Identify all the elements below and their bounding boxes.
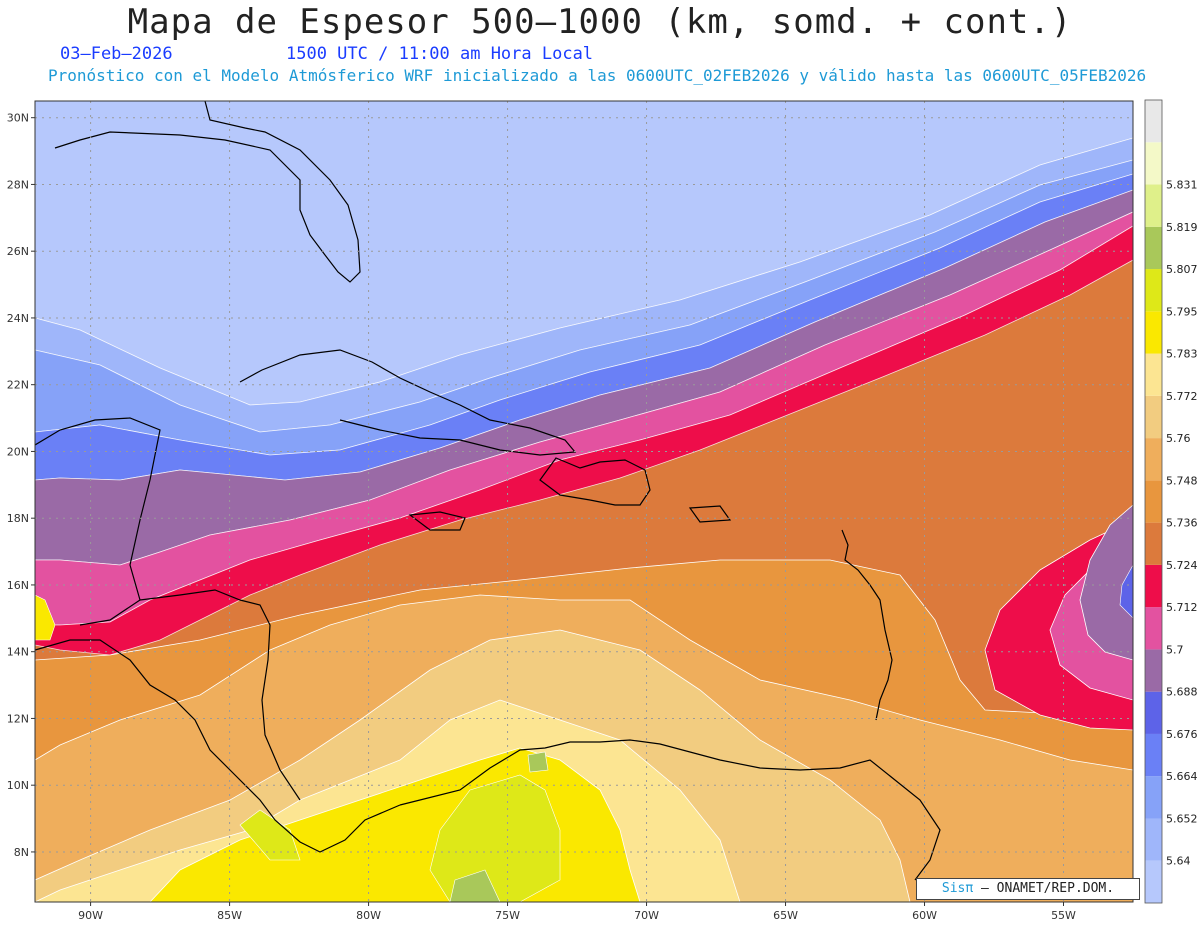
colorbar-frame xyxy=(1144,99,1163,904)
colorbar-label: 5.688 xyxy=(1166,686,1198,699)
gridlines xyxy=(35,101,1133,902)
colorbar-label: 5.736 xyxy=(1166,517,1198,530)
lat-label: 16N xyxy=(7,579,29,592)
coastline xyxy=(688,505,732,523)
lat-label: 30N xyxy=(7,112,29,125)
forecast-info: Pronóstico con el Modelo Atmósferico WRF… xyxy=(48,66,1147,85)
colorbar-swatch xyxy=(1145,733,1162,777)
coastline xyxy=(139,589,301,801)
colorbar-swatch xyxy=(1145,691,1162,734)
coastline xyxy=(35,639,401,853)
coastlines xyxy=(35,101,941,881)
colorbar-label: 5.831 xyxy=(1166,179,1198,192)
colorbar-swatch xyxy=(1145,522,1162,565)
colorbar-swatch xyxy=(1145,100,1162,143)
thickness-band xyxy=(449,751,549,902)
credit-text: – ONAMET/REP.DOM. xyxy=(973,881,1115,896)
colorbar-label: 5.676 xyxy=(1166,728,1198,741)
colorbar-label: 5.783 xyxy=(1166,348,1198,361)
colorbar-swatch xyxy=(1145,226,1162,270)
colorbar-label: 5.652 xyxy=(1166,812,1198,825)
colorbar-label: 5.724 xyxy=(1166,559,1198,572)
lat-label: 26N xyxy=(7,245,29,258)
coastline xyxy=(841,529,893,721)
colorbar-swatch xyxy=(1145,395,1162,439)
colorbar-label: 5.772 xyxy=(1166,390,1198,403)
lat-label: 10N xyxy=(7,779,29,792)
coastline xyxy=(399,739,941,881)
coastline xyxy=(539,457,651,506)
colorbar-label: 5.795 xyxy=(1166,305,1198,318)
lon-label: 70W xyxy=(634,909,659,922)
lat-label: 20N xyxy=(7,445,29,458)
colorbar-label: 5.748 xyxy=(1166,474,1198,487)
colorbar-swatch xyxy=(1145,269,1162,312)
colorbar-label: 5.807 xyxy=(1166,263,1198,276)
lat-label: 8N xyxy=(14,846,29,859)
lat-label: 18N xyxy=(7,512,29,525)
lon-label: 75W xyxy=(495,909,520,922)
colorbar-swatch xyxy=(1145,564,1162,608)
coastline xyxy=(35,417,161,626)
map-area xyxy=(35,101,1133,902)
colorbar-swatch xyxy=(1145,184,1162,227)
valid-time: 1500 UTC / 11:00 am Hora Local xyxy=(286,44,594,64)
lon-label: 65W xyxy=(773,909,798,922)
lat-label: 28N xyxy=(7,178,29,191)
coastline xyxy=(239,349,577,456)
coastline xyxy=(54,101,361,283)
lat-label: 12N xyxy=(7,712,29,725)
colorbar-swatch xyxy=(1145,860,1162,903)
colorbar-label: 5.7 xyxy=(1166,643,1184,656)
thickness-band xyxy=(35,594,56,641)
lon-label: 60W xyxy=(912,909,937,922)
thickness-band xyxy=(1119,564,1133,619)
colorbar-label: 5.64 xyxy=(1166,855,1191,868)
map-frame xyxy=(34,100,1134,903)
colorbar-swatch xyxy=(1145,607,1162,650)
lon-label: 85W xyxy=(217,909,242,922)
credit-brand: Sisπ xyxy=(941,881,974,896)
colorbar-swatch xyxy=(1145,776,1162,819)
colorbar-swatch xyxy=(1145,311,1162,354)
lat-label: 14N xyxy=(7,646,29,659)
lon-label: 80W xyxy=(356,909,381,922)
map-title: Mapa de Espesor 500–1000 (km, somd. + co… xyxy=(127,2,1073,42)
credit-box: Sisπ – ONAMET/REP.DOM. xyxy=(916,878,1140,900)
colorbar-swatch xyxy=(1145,438,1162,481)
lat-label: 24N xyxy=(7,312,29,325)
colorbar-swatch xyxy=(1145,480,1162,523)
colorbar-swatch xyxy=(1145,818,1162,861)
forecast-date: 03–Feb–2026 xyxy=(60,44,173,64)
lon-label: 90W xyxy=(78,909,103,922)
colorbar-swatch xyxy=(1145,353,1162,396)
colorbar-swatch xyxy=(1145,142,1162,185)
colorbar-swatch xyxy=(1145,649,1162,692)
coastline xyxy=(408,511,466,531)
lat-label: 22N xyxy=(7,379,29,392)
colorbar-label: 5.664 xyxy=(1166,770,1198,783)
colorbar-label: 5.712 xyxy=(1166,601,1198,614)
thickness-band xyxy=(239,774,561,902)
colorbar-label: 5.819 xyxy=(1166,221,1198,234)
thickness-band xyxy=(1079,504,1133,661)
colorbar-label: 5.76 xyxy=(1166,432,1191,445)
lon-label: 55W xyxy=(1051,909,1076,922)
